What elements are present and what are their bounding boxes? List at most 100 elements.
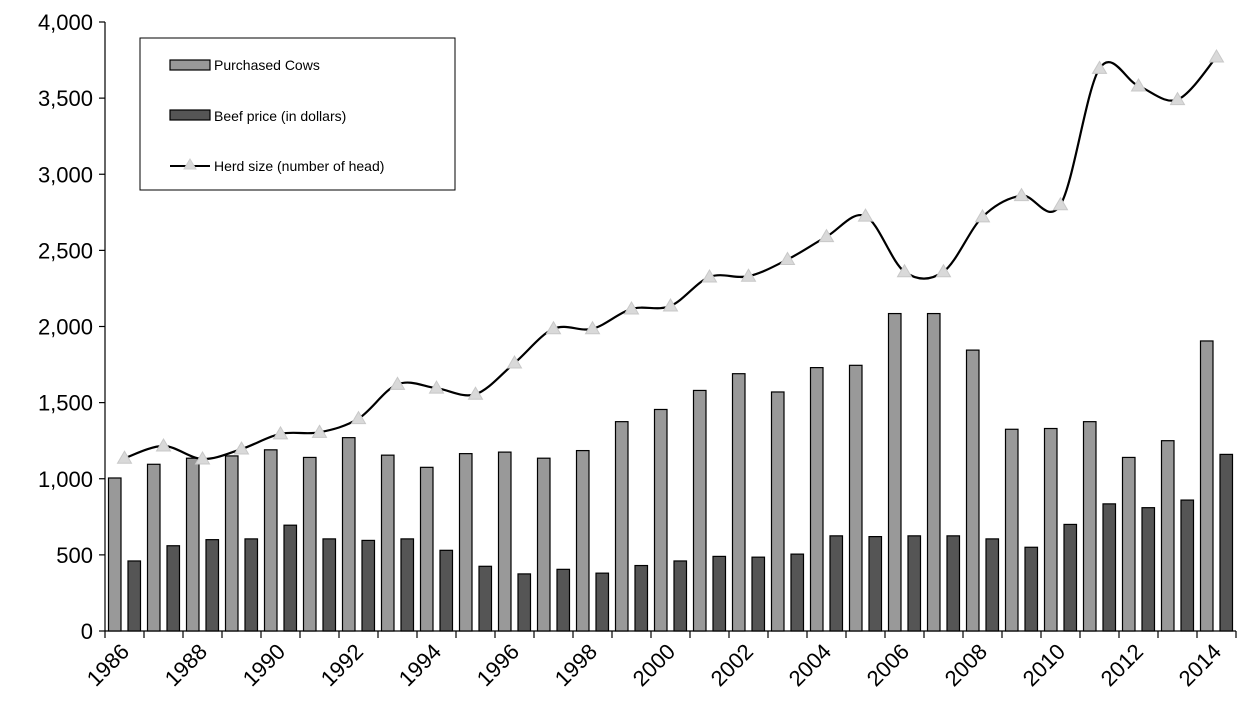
x-tick-label: 2008 [940, 639, 992, 691]
herd-size-marker [623, 300, 640, 315]
herd-size-marker [194, 450, 211, 465]
x-tick-label: 2010 [1018, 639, 1070, 691]
herd-size-marker [1013, 187, 1030, 202]
bar-purchased-cows [185, 457, 200, 632]
bar-beef-price-in-dollars [127, 560, 142, 632]
y-tick-label: 0 [81, 619, 93, 644]
y-tick-label: 4,000 [38, 10, 93, 35]
x-tick-label: 2004 [784, 639, 836, 691]
herd-size-marker [1208, 49, 1225, 63]
legend-label-herd-size: Herd size (number of head) [214, 158, 384, 174]
x-tick-label: 1994 [394, 639, 446, 691]
bar-purchased-cows [1121, 456, 1136, 632]
bar-beef-price-in-dollars [790, 553, 805, 632]
herd-size-marker [389, 376, 406, 390]
bar-beef-price-in-dollars [517, 573, 532, 632]
y-tick-label: 500 [56, 543, 93, 568]
legend-label-purchased-cows: Purchased Cows [214, 57, 320, 73]
bar-beef-price-in-dollars [1063, 523, 1078, 632]
bar-purchased-cows [1082, 421, 1097, 632]
herd-size-marker [311, 424, 328, 438]
herd-size-marker [779, 251, 796, 266]
bar-purchased-cows [1043, 427, 1058, 632]
y-tick-label: 2,500 [38, 238, 93, 263]
herd-size-marker [116, 450, 133, 464]
herd-size-marker [467, 386, 484, 400]
bar-beef-price-in-dollars [1024, 546, 1039, 632]
herd-size-marker [1130, 77, 1147, 92]
bar-purchased-cows [458, 453, 473, 632]
legend: Purchased Cows Beef price (in dollars) H… [139, 37, 456, 191]
x-tick-label: 1990 [238, 639, 290, 691]
y-tick-label: 2,000 [38, 315, 93, 340]
herd-size-marker [1091, 60, 1108, 74]
bar-purchased-cows [887, 312, 902, 632]
x-tick-label: 1998 [550, 639, 602, 691]
bar-purchased-cows [653, 408, 668, 632]
bar-purchased-cows [380, 454, 395, 632]
x-tick-label: 1992 [316, 639, 368, 691]
bar-purchased-cows [224, 455, 239, 632]
bar-beef-price-in-dollars [556, 568, 571, 632]
legend-swatch-beef-price [169, 109, 211, 121]
x-tick-label: 2000 [628, 639, 680, 691]
bar-beef-price-in-dollars [595, 572, 610, 632]
bar-beef-price-in-dollars [829, 535, 844, 632]
x-axis: 1986 1988 1990 1992 1994 1996 1998 2000 2002 2004… [82, 630, 1237, 691]
herd-size-marker [350, 410, 367, 425]
bar-purchased-cows [926, 312, 941, 632]
bar-purchased-cows [575, 449, 590, 632]
bars [107, 312, 1234, 632]
bar-beef-price-in-dollars [322, 538, 337, 632]
bar-purchased-cows [263, 449, 278, 632]
herd-size-marker [896, 263, 913, 278]
x-tick-label: 2014 [1174, 639, 1226, 691]
bar-purchased-cows [1199, 340, 1214, 632]
bar-purchased-cows [848, 364, 863, 632]
bar-purchased-cows [419, 466, 434, 632]
bar-purchased-cows [536, 457, 551, 632]
legend-label-beef-price: Beef price (in dollars) [214, 108, 346, 124]
herd-size-marker [935, 263, 952, 278]
herd-size-marker [974, 208, 991, 223]
bar-beef-price-in-dollars [244, 538, 259, 632]
bar-purchased-cows [146, 463, 161, 632]
x-tick-label: 2012 [1096, 639, 1148, 691]
bar-beef-price-in-dollars [1102, 503, 1117, 632]
bar-beef-price-in-dollars [673, 560, 688, 632]
y-tick-label: 3,500 [38, 86, 93, 111]
legend-swatch-purchased-cows [169, 59, 211, 71]
herd-size-marker [662, 297, 679, 312]
herd-size-marker [1052, 196, 1069, 211]
y-tick-label: 3,000 [38, 162, 93, 187]
bar-beef-price-in-dollars [439, 549, 454, 632]
bar-purchased-cows [341, 437, 356, 632]
herd-size-marker [545, 320, 562, 335]
legend-marker-herd-size [183, 158, 197, 170]
bar-purchased-cows [731, 373, 746, 632]
x-tick-label: 1988 [160, 639, 212, 691]
bar-purchased-cows [302, 456, 317, 632]
herd-size-marker [428, 380, 445, 394]
herd-size-marker [857, 208, 874, 222]
bar-beef-price-in-dollars [751, 556, 766, 632]
bar-beef-price-in-dollars [166, 545, 181, 632]
herd-size-marker [701, 269, 718, 283]
bar-beef-price-in-dollars [1180, 499, 1195, 632]
x-tick-label: 1986 [82, 639, 134, 691]
herd-size-marker [740, 268, 757, 282]
bar-purchased-cows [497, 451, 512, 632]
bar-beef-price-in-dollars [283, 524, 298, 632]
bar-beef-price-in-dollars [478, 565, 493, 632]
bar-purchased-cows [1004, 428, 1019, 632]
herd-size-marker [155, 438, 172, 452]
x-tick-label: 2006 [862, 639, 914, 691]
herd-size-marker [1169, 91, 1186, 106]
y-tick-label: 1,000 [38, 467, 93, 492]
bar-purchased-cows [809, 367, 824, 632]
herd-size-marker [506, 355, 523, 369]
bar-beef-price-in-dollars [907, 535, 922, 632]
bar-purchased-cows [614, 421, 629, 632]
bar-purchased-cows [692, 389, 707, 632]
y-tick-label: 1,500 [38, 391, 93, 416]
